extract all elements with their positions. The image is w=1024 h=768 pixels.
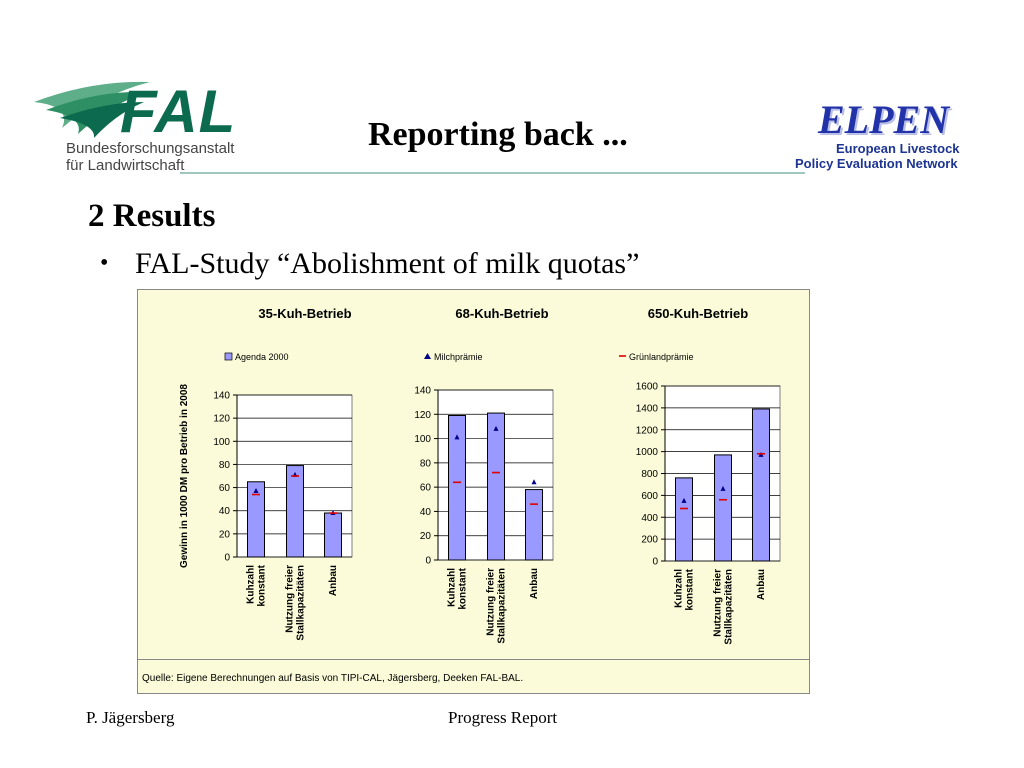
bar-agenda-2000 bbox=[286, 465, 304, 558]
y-tick-label: 40 bbox=[219, 506, 231, 517]
category-label: Kuhzahl bbox=[246, 565, 257, 604]
fal-line-1: Bundesforschungsanstalt bbox=[66, 140, 235, 157]
bar-agenda-2000 bbox=[247, 481, 265, 558]
bullet-text: FAL-Study “Abolishment of milk quotas” bbox=[135, 247, 640, 280]
elpen-subtitle-1: European Livestock bbox=[836, 141, 960, 156]
fal-logo bbox=[34, 81, 150, 138]
marker-milchpraemie bbox=[454, 434, 460, 440]
category-label: Stallkapazitäten bbox=[497, 568, 508, 644]
y-tick-label: 200 bbox=[641, 535, 658, 546]
marker-milchpraemie bbox=[531, 479, 537, 485]
y-tick-label: 0 bbox=[652, 557, 658, 568]
y-tick-label: 80 bbox=[420, 458, 432, 469]
bar-agenda-2000 bbox=[675, 477, 693, 562]
y-tick-label: 100 bbox=[213, 437, 230, 448]
y-tick-label: 60 bbox=[420, 483, 432, 494]
footer-title: Progress Report bbox=[448, 708, 558, 727]
fal-line-2: für Landwirtschaft bbox=[66, 157, 185, 174]
source-note: Quelle: Eigene Berechnungen auf Basis vo… bbox=[142, 673, 524, 684]
legend-swatch-triangle bbox=[424, 353, 431, 359]
category-label: konstant bbox=[685, 568, 696, 610]
category-label: Anbau bbox=[756, 569, 767, 600]
y-tick-label: 40 bbox=[420, 507, 432, 518]
category-label: Kuhzahl bbox=[674, 569, 685, 608]
legend-label: Grünlandprämie bbox=[629, 352, 694, 362]
y-tick-label: 0 bbox=[425, 556, 431, 567]
fal-institute-name: Bundesforschungsanstalt für Landwirtscha… bbox=[66, 140, 234, 174]
bar-agenda-2000 bbox=[487, 412, 505, 561]
y-tick-label: 0 bbox=[224, 553, 230, 564]
y-tick-label: 120 bbox=[414, 410, 431, 421]
y-tick-label: 60 bbox=[219, 483, 231, 494]
marker-milchpraemie bbox=[253, 488, 259, 494]
category-label: Anbau bbox=[328, 565, 339, 596]
legend-label: Milchprämie bbox=[434, 352, 483, 362]
category-label: Stallkapazitäten bbox=[296, 565, 307, 641]
y-tick-label: 600 bbox=[641, 491, 658, 502]
marker-milchpraemie bbox=[720, 485, 726, 491]
category-label: Nutzung freier bbox=[713, 569, 724, 637]
y-tick-label: 80 bbox=[219, 460, 231, 471]
category-label: konstant bbox=[257, 564, 268, 606]
section-heading: 2 Results bbox=[88, 198, 216, 234]
y-tick-label: 1000 bbox=[636, 447, 659, 458]
legend-label: Agenda 2000 bbox=[235, 352, 289, 362]
y-tick-label: 1400 bbox=[636, 403, 659, 414]
y-tick-label: 140 bbox=[414, 386, 431, 397]
elpen-subtitle-2: Policy Evaluation Network bbox=[795, 156, 958, 171]
marker-milchpraemie bbox=[681, 497, 687, 503]
category-label: Anbau bbox=[529, 568, 540, 599]
category-label: Stallkapazitäten bbox=[724, 569, 735, 645]
category-label: Kuhzahl bbox=[447, 568, 458, 607]
title-underline bbox=[180, 172, 805, 174]
y-tick-label: 20 bbox=[420, 531, 432, 542]
bar-agenda-2000 bbox=[448, 415, 466, 561]
elpen-logo-word: ELPEN bbox=[818, 97, 950, 142]
y-axis-title: Gewinn in 1000 DM pro Betrieb in 2008 bbox=[179, 384, 190, 568]
chart-2-title: 68-Kuh-Betrieb bbox=[455, 306, 548, 321]
category-label: konstant bbox=[458, 567, 469, 609]
bar-agenda-2000 bbox=[324, 512, 342, 558]
chart-3-title: 650-Kuh-Betrieb bbox=[648, 306, 748, 321]
bullet-marker: • bbox=[100, 250, 109, 276]
y-tick-label: 20 bbox=[219, 529, 231, 540]
marker-milchpraemie bbox=[493, 425, 499, 431]
y-tick-label: 140 bbox=[213, 391, 230, 402]
y-tick-label: 1200 bbox=[636, 425, 659, 436]
chart-1-title: 35-Kuh-Betrieb bbox=[258, 306, 351, 321]
slide-title: Reporting back ... bbox=[368, 116, 628, 153]
y-tick-label: 120 bbox=[213, 414, 230, 425]
y-tick-label: 1600 bbox=[636, 382, 659, 393]
bar-agenda-2000 bbox=[752, 408, 770, 562]
category-label: Nutzung freier bbox=[486, 568, 497, 636]
y-tick-label: 100 bbox=[414, 434, 431, 445]
y-tick-label: 800 bbox=[641, 469, 658, 480]
category-label: Nutzung freier bbox=[285, 565, 296, 633]
legend-swatch-square bbox=[224, 352, 233, 361]
bar-agenda-2000 bbox=[525, 489, 543, 561]
source-divider bbox=[137, 659, 810, 660]
footer-author: P. Jägersberg bbox=[86, 708, 175, 727]
y-tick-label: 400 bbox=[641, 513, 658, 524]
bar-agenda-2000 bbox=[714, 454, 732, 562]
fal-logo-word: FAL bbox=[120, 78, 237, 145]
